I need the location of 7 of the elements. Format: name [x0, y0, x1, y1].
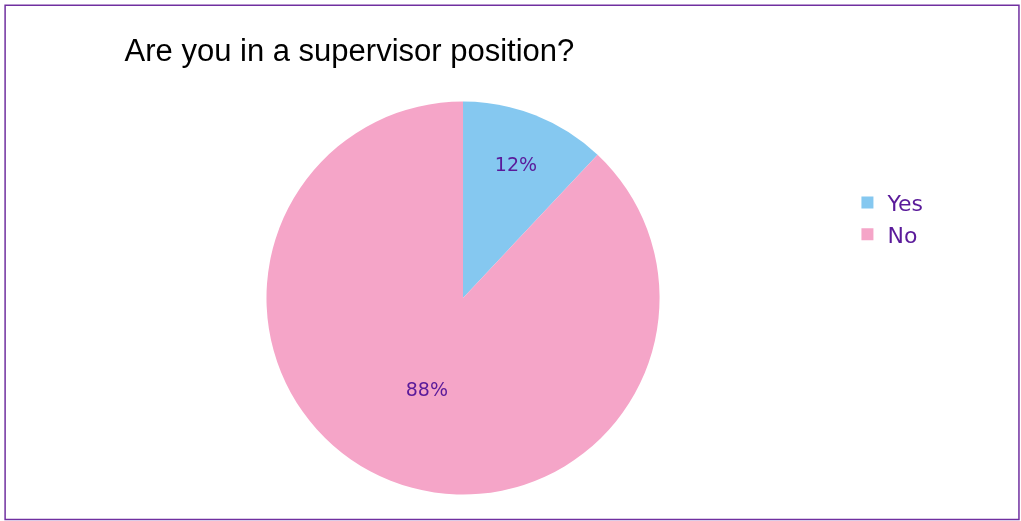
- legend-label: No: [887, 222, 918, 248]
- data-label: 12%: [494, 153, 538, 176]
- chart-title: Are you in a supervisor position?: [124, 32, 575, 68]
- pie-slice: [463, 101, 598, 299]
- data-label: 88%: [405, 378, 448, 401]
- legend-label: Yes: [886, 191, 923, 217]
- pie-slice: [266, 101, 660, 495]
